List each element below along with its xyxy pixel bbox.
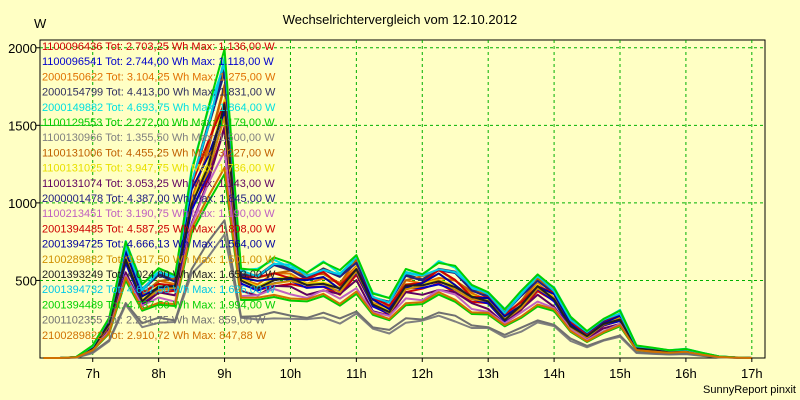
series-line-2001102355: [43, 219, 752, 359]
x-tick-label: 12h: [411, 366, 433, 381]
legend-entry-1100131025: 1100131025 Tot: 3.947,75 Wh Max: 1.736,0…: [42, 163, 275, 175]
series-line-2001394489: [43, 48, 752, 359]
legend-entry-2000154799: 2000154799 Tot: 4.413,00 Wh Max: 1.831,0…: [42, 87, 276, 99]
chart-title: Wechselrichtervergleich vom 12.10.2012: [283, 12, 518, 27]
x-tick-label: 11h: [346, 366, 367, 381]
legend-entry-1100131006: 1100131006 Tot: 4.455,25 Wh Max: 3.227,0…: [42, 147, 275, 159]
x-tick-label: 14h: [543, 366, 565, 381]
x-tick-label: 16h: [675, 366, 697, 381]
axis-ticks: 7h 8h 9h 10h 11h 12h 13h 14h 15h 16h 17h 500 1000 150…: [8, 41, 763, 381]
y-tick-label: 1500: [8, 118, 37, 133]
x-tick-label: 10h: [280, 366, 302, 381]
legend-entry-2100289882: 2100289882 Tot: 3.917,50 Wh Max: 1.501,0…: [42, 254, 276, 266]
legend-entry-1100129553: 1100129553 Tot: 2.272,00 Wh Max: 1.179,0…: [42, 117, 275, 129]
x-tick-label: 8h: [151, 366, 165, 381]
footer-credit: SunnyReport pinxit: [703, 384, 796, 396]
legend-entry-1100131074: 1100131074 Tot: 3.053,25 Wh Max: 1.143,0…: [42, 178, 275, 190]
x-tick-label: 15h: [609, 366, 631, 381]
legend-entry-2001394725: 2001394725 Tot: 4.666,13 Wh Max: 1.564,0…: [42, 239, 276, 251]
legend-entry-2001394485: 2001394485 Tot: 4.587,25 Wh Max: 1.808,0…: [42, 223, 276, 235]
y-tick-label: 2000: [8, 41, 37, 56]
series-line-2100289822: [43, 166, 752, 359]
legend-entry-2100289822: 2100289822 Tot: 2.910,72 Wh Max: 847,88 …: [42, 330, 267, 342]
series-line-2001393249: [43, 103, 752, 359]
legend-entry-2000150622: 2000150622 Tot: 3.104,25 Wh Max: 1.275,0…: [42, 71, 276, 83]
y-axis-label: W: [34, 16, 47, 31]
series-layer: [43, 48, 752, 359]
legend-entry-1100213451: 1100213451 Tot: 3.190,75 Wh Max: 1.190,0…: [42, 208, 275, 220]
y-tick-label: 500: [15, 273, 37, 288]
legend-entry-2001394732: 2001394732 Tot: 4.697,50 Wh Max: 1.626,0…: [42, 284, 276, 296]
x-tick-label: 9h: [217, 366, 231, 381]
legend-entry-1100096541: 1100096541 Tot: 2.744,00 Wh Max: 1.118,0…: [42, 56, 274, 68]
legend-entry-1100096436: 1100096436 Tot: 2.703,25 Wh Max: 1.136,0…: [42, 41, 275, 53]
legend-entry-2000149882: 2000149882 Tot: 4.693,75 Wh Max: 1.864,0…: [42, 102, 276, 114]
y-tick-label: 1000: [8, 196, 37, 211]
legend-entry-2001394489: 2001394489 Tot: 4.737,50 Wh Max: 1.994,0…: [42, 299, 276, 311]
x-tick-label: 13h: [477, 366, 499, 381]
legend-entry-1100130966: 1100130966 Tot: 1.355,50 Wh Max: 1.500,0…: [42, 132, 275, 144]
legend-entry-2001393249: 2001393249 Tot: 4.024,00 Wh Max: 1.653,0…: [42, 269, 276, 281]
legend: 1100096436 Tot: 2.703,25 Wh Max: 1.136,0…: [42, 41, 276, 342]
x-tick-label: 7h: [85, 366, 99, 381]
legend-entry-2001102355: 2001102355 Tot: 2.231,75 Wh Max: 859,00 …: [42, 315, 266, 327]
legend-entry-2000001478: 2000001478 Tot: 4.387,00 Wh Max: 1.845,0…: [42, 193, 276, 205]
x-tick-label: 17h: [741, 366, 763, 381]
